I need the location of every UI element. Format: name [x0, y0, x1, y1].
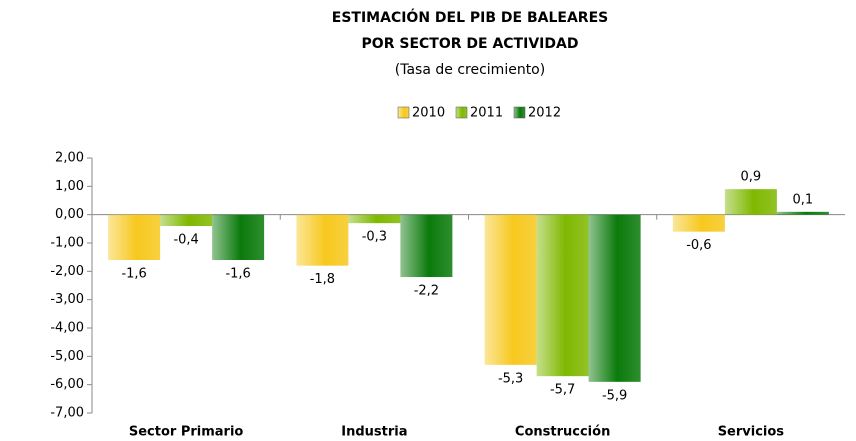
- y-tick-label: -6,00: [50, 377, 84, 392]
- data-label: -1,6: [121, 267, 146, 282]
- bar: [536, 214, 589, 377]
- data-label: -1,6: [225, 267, 250, 282]
- data-label: -5,3: [498, 371, 523, 386]
- y-tick-label: -2,00: [50, 264, 84, 279]
- legend-swatch: [397, 106, 410, 119]
- y-tick-label: -1,00: [50, 236, 84, 251]
- y-tick-label: 1,00: [55, 179, 84, 194]
- bar: [724, 189, 777, 215]
- legend-swatch: [455, 106, 468, 119]
- data-label: -5,9: [602, 388, 627, 403]
- bar: [588, 214, 641, 382]
- bar: [400, 214, 453, 277]
- data-label: 0,1: [793, 192, 814, 207]
- y-tick-label: -4,00: [50, 321, 84, 336]
- chart-subtitle: (Tasa de crecimiento): [395, 62, 545, 78]
- data-label: -0,6: [686, 238, 711, 253]
- x-tick-label: Sector Primario: [129, 425, 244, 440]
- bar: [348, 214, 401, 224]
- x-tick-label: Servicios: [718, 425, 785, 440]
- legend-label: 2010: [412, 106, 445, 121]
- y-tick-label: -7,00: [50, 406, 84, 421]
- bar: [484, 214, 537, 365]
- y-tick-label: -5,00: [50, 349, 84, 364]
- data-label: -0,3: [362, 230, 387, 245]
- y-tick-label: -3,00: [50, 292, 84, 307]
- y-tick-label: 0,00: [55, 207, 84, 222]
- bar: [776, 211, 829, 215]
- bar: [212, 214, 265, 260]
- legend-swatch: [513, 106, 526, 119]
- chart-title: ESTIMACIÓN DEL PIB DE BALEARES: [332, 8, 608, 26]
- data-label: -5,7: [550, 383, 575, 398]
- data-label: 0,9: [741, 170, 762, 185]
- data-label: -2,2: [414, 284, 439, 299]
- y-tick-label: 2,00: [55, 151, 84, 166]
- x-tick-label: Industria: [341, 425, 407, 440]
- data-label: -1,8: [310, 272, 335, 287]
- data-label: -0,4: [173, 233, 198, 248]
- legend-label: 2012: [528, 106, 561, 121]
- legend-label: 2011: [470, 106, 503, 121]
- chart-title-line2: POR SECTOR DE ACTIVIDAD: [362, 36, 579, 52]
- bar: [108, 214, 161, 260]
- bar: [672, 214, 725, 232]
- x-tick-label: Construcción: [515, 425, 610, 440]
- bar: [160, 214, 213, 226]
- bar: [296, 214, 349, 266]
